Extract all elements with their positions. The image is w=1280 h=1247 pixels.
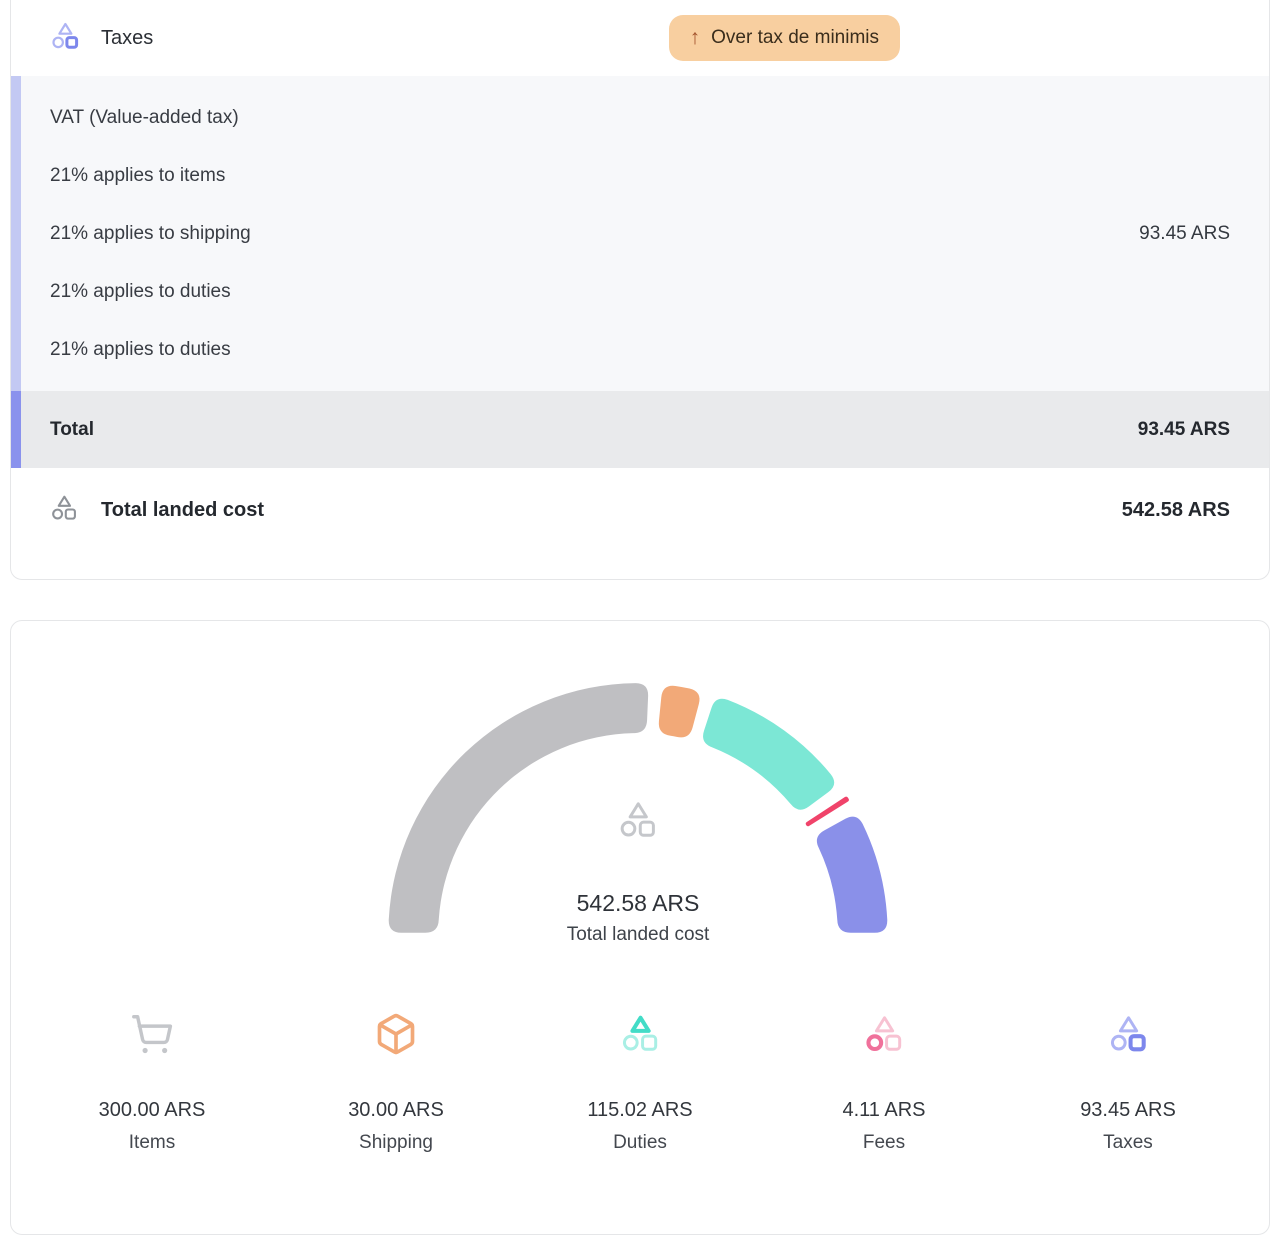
total-landed-cost-label: Total landed cost — [101, 499, 264, 521]
taxes-total-row: Total 93.45 ARS — [11, 391, 1269, 468]
taxes-card: Taxes ↑ Over tax de minimis VAT (Value-a… — [10, 0, 1270, 580]
taxes-card-title: Taxes — [101, 26, 154, 49]
legend-item-duties: 115.02 ARS Duties — [518, 1011, 762, 1154]
vat-line: 21% applies to duties — [50, 281, 231, 302]
landed-cost-gauge-chart — [388, 683, 888, 933]
cart-icon — [129, 1011, 175, 1057]
legend-item-items: 300.00 ARS Items — [30, 1011, 274, 1154]
over-tax-de-minimis-badge: ↑ Over tax de minimis — [668, 15, 900, 61]
legend-item-shipping: 30.00 ARS Shipping — [274, 1011, 518, 1154]
vat-breakdown-section: VAT (Value-added tax) 21% applies to item… — [11, 76, 1269, 391]
legend-label: Duties — [613, 1132, 667, 1153]
legend-value: 115.02 ARS — [587, 1099, 693, 1121]
vat-line: VAT (Value-added tax) — [50, 107, 239, 128]
taxes-card-header: Taxes ↑ Over tax de minimis — [11, 0, 1269, 76]
gauge-segment-items[interactable] — [388, 683, 649, 933]
landed-cost-icon — [48, 492, 80, 529]
package-icon — [374, 1011, 418, 1057]
tcs-pink-icon — [861, 1011, 907, 1057]
legend-label: Items — [128, 1132, 176, 1153]
legend-label: Fees — [862, 1132, 906, 1153]
vat-section-amount: 93.45 ARS — [1139, 222, 1230, 244]
legend-item-taxes: 93.45 ARS Taxes — [1006, 1011, 1250, 1154]
legend-value: 4.11 ARS — [842, 1099, 926, 1121]
total-landed-cost-amount: 542.58 ARS — [1121, 499, 1230, 521]
taxes-total-amount: 93.45 ARS — [1137, 418, 1230, 440]
gauge-segment-taxes[interactable] — [816, 816, 888, 933]
legend-label: Shipping — [359, 1132, 433, 1153]
tcs-purple-icon — [1105, 1011, 1151, 1057]
legend-value: 93.45 ARS — [1080, 1099, 1176, 1121]
taxes-icon — [48, 19, 82, 58]
total-landed-cost-row: Total landed cost 542.58 ARS — [11, 468, 1269, 579]
gauge-center: 542.58 ARS Total landed cost — [566, 797, 710, 946]
cost-legend: 300.00 ARS Items 30.00 ARS Shipping 115.02… — [11, 1011, 1269, 1154]
taxes-total-label: Total — [50, 418, 94, 440]
legend-value: 30.00 ARS — [348, 1099, 444, 1121]
gauge-segment-shipping[interactable] — [658, 685, 700, 738]
vat-lines: VAT (Value-added tax) 21% applies to item… — [50, 89, 1230, 379]
legend-value: 300.00 ARS — [98, 1099, 206, 1121]
gauge-total-label: Total landed cost — [566, 924, 710, 945]
vat-line: 21% applies to items — [50, 165, 226, 186]
legend-item-fees: 4.11 ARS Fees — [762, 1011, 1006, 1154]
landed-cost-icon — [615, 797, 661, 848]
tcs-teal-icon — [617, 1011, 663, 1057]
badge-label: Over tax de minimis — [711, 27, 879, 48]
arrow-up-icon: ↑ — [689, 26, 701, 49]
gauge-area: 542.58 ARS Total landed cost — [11, 621, 1269, 951]
vat-line: 21% applies to shipping — [50, 223, 251, 244]
gauge-total-value: 542.58 ARS — [576, 890, 700, 916]
legend-label: Taxes — [1103, 1132, 1153, 1153]
cost-breakdown-card: 542.58 ARS Total landed cost 300.00 ARS I… — [10, 620, 1270, 1235]
gauge-segment-fees[interactable] — [805, 796, 849, 827]
gauge-segment-duties[interactable] — [703, 698, 835, 810]
vat-line: 21% applies to duties — [50, 339, 231, 360]
